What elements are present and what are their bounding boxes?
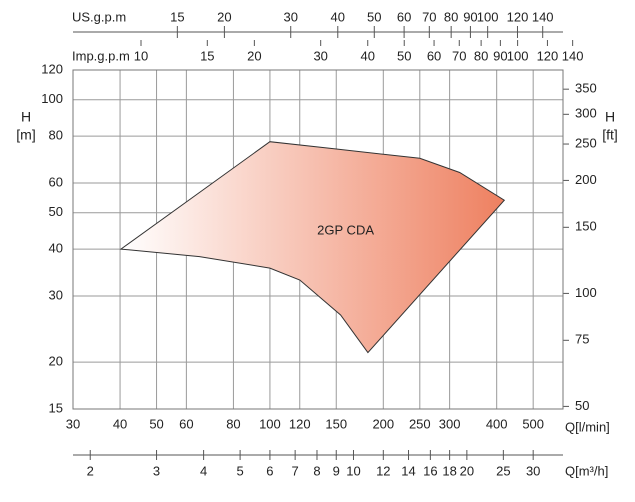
secondary-axis-label: US.g.p.m (72, 9, 126, 24)
plot-frame (72, 69, 564, 410)
secondary-tick-label: 30 (526, 463, 540, 478)
secondary-tick-label: 80 (444, 9, 458, 24)
secondary-tick-label: 25 (496, 463, 510, 478)
secondary-tick-label: 8 (313, 463, 320, 478)
secondary-tick-label: 10 (134, 48, 148, 63)
secondary-tick-label: 20 (460, 463, 474, 478)
secondary-tick-label: 140 (562, 48, 584, 63)
secondary-axis-label: Imp.g.p.m (72, 48, 130, 63)
y-label: H (21, 109, 31, 125)
y-tick-label: 120 (41, 61, 63, 76)
secondary-tick-label: 50 (397, 48, 411, 63)
secondary-tick-label: 15 (200, 48, 214, 63)
x-tick-label: 30 (66, 416, 80, 431)
x-tick-label: 300 (439, 416, 461, 431)
secondary-tick-label: 2 (87, 463, 94, 478)
secondary-tick-label: 3 (153, 463, 160, 478)
secondary-tick-label: 100 (477, 9, 499, 24)
y2-label: H (605, 109, 615, 125)
secondary-tick-label: 7 (292, 463, 299, 478)
x-tick-label: 60 (179, 416, 193, 431)
x-label: Q[l/min] (565, 419, 610, 434)
x-tick-label: 500 (522, 416, 544, 431)
y-tick-label: 100 (41, 91, 63, 106)
secondary-tick-label: 10 (346, 463, 360, 478)
secondary-tick-label: 15 (170, 9, 184, 24)
y2-tick-label: 100 (575, 285, 597, 300)
performance-area (119, 141, 506, 354)
secondary-tick-label: 60 (397, 9, 411, 24)
y-tick-label: 60 (49, 174, 63, 189)
secondary-tick-label: 60 (427, 48, 441, 63)
y2-tick-label: 300 (575, 106, 597, 121)
secondary-tick-label: 80 (474, 48, 488, 63)
secondary-tick-label: 70 (452, 48, 466, 63)
secondary-tick-label: 16 (423, 463, 437, 478)
secondary-tick-label: 90 (493, 48, 507, 63)
x-tick-label: 120 (289, 416, 311, 431)
secondary-tick-label: 70 (422, 9, 436, 24)
secondary-tick-label: 18 (442, 463, 456, 478)
y-tick-label: 30 (49, 287, 63, 302)
y2-tick-label: 75 (575, 332, 589, 347)
secondary-tick-label: 50 (367, 9, 381, 24)
y2-unit: [ft] (602, 127, 618, 143)
secondary-tick-label: 120 (507, 9, 529, 24)
y2-tick-label: 350 (575, 81, 597, 96)
secondary-tick-label: 90 (463, 9, 477, 24)
secondary-tick-label: 20 (217, 9, 231, 24)
secondary-tick-label: 140 (532, 9, 554, 24)
x-tick-label: 400 (486, 416, 508, 431)
y2-tick-label: 250 (575, 135, 597, 150)
x-tick-label: 40 (113, 416, 127, 431)
y2-tick-label: 200 (575, 172, 597, 187)
secondary-tick-label: 120 (537, 48, 559, 63)
secondary-tick-label: 4 (200, 463, 207, 478)
x-tick-label: 80 (226, 416, 240, 431)
secondary-tick-label: 14 (401, 463, 415, 478)
secondary-tick-label: 5 (236, 463, 243, 478)
y-tick-label: 20 (49, 354, 63, 369)
y-tick-label: 80 (49, 128, 63, 143)
y-tick-label: 50 (49, 204, 63, 219)
secondary-tick-label: 6 (266, 463, 273, 478)
secondary-tick-label: 12 (376, 463, 390, 478)
y-tick-label: 15 (49, 400, 63, 415)
y-tick-label: 40 (49, 241, 63, 256)
secondary-tick-label: 40 (361, 48, 375, 63)
secondary-axis-label: Q[m³/h] (565, 463, 608, 478)
x-tick-label: 150 (325, 416, 347, 431)
secondary-tick-label: 100 (507, 48, 529, 63)
x-tick-label: 250 (409, 416, 431, 431)
x-tick-label: 200 (372, 416, 394, 431)
secondary-tick-label: 40 (331, 9, 345, 24)
y-unit: [m] (16, 127, 35, 143)
secondary-tick-label: 9 (333, 463, 340, 478)
y2-tick-label: 150 (575, 219, 597, 234)
secondary-tick-label: 30 (283, 9, 297, 24)
x-tick-label: 50 (149, 416, 163, 431)
x-tick-label: 100 (259, 416, 281, 431)
secondary-tick-label: 20 (247, 48, 261, 63)
y2-tick-label: 50 (575, 398, 589, 413)
area-label: 2GP CDA (317, 223, 374, 238)
secondary-tick-label: 30 (313, 48, 327, 63)
